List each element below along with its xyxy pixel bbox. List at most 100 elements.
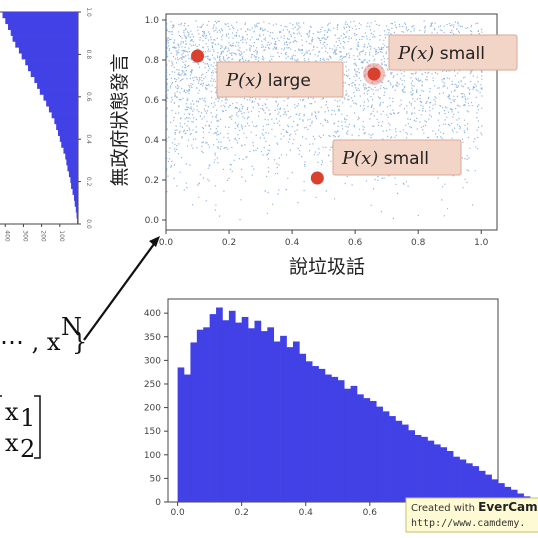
histogram-bar (510, 489, 518, 502)
callout-label-size: small (434, 44, 485, 64)
histogram-bar (241, 316, 249, 502)
histogram-bar (196, 329, 204, 502)
horizontal-histogram-bar (10, 29, 79, 36)
watermark-prefix: Created with (411, 503, 478, 514)
horizontal-histogram-bar (25, 59, 78, 66)
histogram-bar (408, 430, 415, 502)
horizontal-histogram-x-tick-label: 100 (58, 230, 65, 242)
evercam-watermark: Created with EverCam http://www.camdemy. (405, 497, 538, 533)
histogram-bar (485, 474, 492, 502)
scatter-x-tick-label: 0.2 (222, 238, 236, 248)
watermark-box (405, 497, 538, 533)
horizontal-histogram-bars (2, 12, 79, 225)
histogram-bar (228, 310, 236, 502)
horizontal-histogram-bar (66, 159, 78, 166)
histogram-bar (190, 342, 198, 502)
histogram-bar (472, 466, 480, 502)
histogram-bar (337, 380, 345, 502)
callout-label-prob: P(x) (341, 148, 378, 169)
histogram-bar (286, 347, 294, 502)
horizontal-histogram-bar (75, 206, 78, 213)
horizontal-histogram-bar (68, 171, 78, 178)
horizontal-histogram-bar (2, 12, 78, 19)
horizontal-histogram-bar (39, 88, 78, 95)
histogram-bar (184, 374, 191, 502)
histogram-y-tick-label: 400 (144, 309, 161, 319)
vertical-histogram-x-ticks: 0.0 0.2 0.4 0.6 (170, 502, 377, 518)
callout-label-size: small (378, 149, 429, 169)
highlighted-point (367, 67, 381, 81)
horizontal-histogram-bar (48, 106, 78, 113)
horizontal-histogram-bar (74, 194, 78, 201)
horizontal-histogram-bar (43, 94, 78, 101)
horizontal-histogram-y-tick-label: 0.2 (85, 177, 92, 187)
histogram-bar (433, 444, 441, 502)
histogram-bar (440, 447, 448, 502)
histogram-bar (273, 341, 281, 502)
callout-label-prob: P(x) (397, 43, 434, 64)
histogram-bar (363, 398, 371, 502)
histogram-bar (453, 456, 460, 502)
callout-label-size: large (262, 71, 311, 91)
histogram-bar (305, 361, 313, 502)
scatter-plot: 0.0 0.2 0.4 0.6 0.8 1.0 0.0 0.2 0.4 0.6 0.8 1.0 說垃… (109, 13, 518, 278)
histogram-bar (267, 327, 275, 502)
histogram-x-tick-label: 0.2 (235, 508, 249, 518)
set-notation-sup: N (61, 313, 82, 341)
histogram-bar (395, 420, 403, 502)
highlighted-point (310, 171, 324, 185)
horizontal-histogram-bar (59, 135, 78, 142)
histogram-bar (427, 440, 435, 502)
histogram-y-tick-label: 200 (144, 404, 161, 414)
vertical-histogram-bars (177, 307, 537, 502)
histogram-bar (376, 406, 383, 502)
horizontal-histogram-y-tick-label: 0.4 (85, 134, 92, 144)
scatter-y-tick-label: 0.4 (145, 136, 160, 146)
horizontal-histogram-y-tick-label: 1.0 (85, 7, 92, 17)
histogram-bar (235, 322, 242, 502)
histogram-bar (254, 320, 262, 502)
horizontal-histogram-bar (56, 123, 78, 131)
callout-label: P(x) small (341, 148, 429, 169)
histogram-bar (216, 307, 223, 502)
histogram-bar (382, 411, 390, 502)
histogram-bar (312, 366, 319, 502)
scatter-x-tick-label: 0.8 (411, 238, 426, 248)
scatter-x-tick-label: 0.0 (159, 238, 174, 248)
scatter-y-tick-label: 0.0 (145, 216, 160, 226)
histogram-x-tick-label: 0.4 (299, 508, 314, 518)
scatter-y-tick-label: 0.6 (145, 96, 160, 106)
horizontal-histogram-bar (46, 100, 78, 107)
histogram-bar (344, 388, 351, 502)
histogram-bar (280, 335, 287, 502)
histogram-y-tick-label: 50 (150, 474, 162, 484)
histogram-y-tick-label: 150 (144, 427, 161, 437)
vector-right-bracket (34, 395, 41, 459)
histogram-y-tick-label: 250 (144, 380, 161, 390)
callout-label: P(x) large (225, 70, 311, 91)
horizontal-histogram-bar (67, 165, 78, 172)
scatter-y-tick-label: 0.2 (145, 176, 159, 186)
horizontal-histogram-y-tick-label: 0.6 (85, 92, 92, 102)
horizontal-histogram-x-ticks: 100 200 300 400 (3, 224, 65, 242)
highlighted-point (191, 49, 205, 63)
horizontal-histogram-bar (61, 141, 78, 148)
horizontal-histogram-bar (5, 17, 78, 25)
scatter-x-axis-label: 說垃圾話 (289, 256, 365, 278)
horizontal-histogram-y-tick-label: 0.0 (85, 219, 92, 229)
histogram-bar (357, 394, 364, 502)
histogram-x-tick-label: 0.6 (363, 508, 378, 518)
histogram-bar (401, 424, 409, 502)
vertical-histogram: 0.0 0.2 0.4 0.6 0 50 100 150 200 250 300 350 400 (144, 298, 537, 518)
vector-element-x1-sub: 1 (20, 404, 35, 432)
horizontal-histogram-bar (54, 118, 78, 125)
horizontal-histogram-bar (58, 129, 78, 136)
horizontal-histogram-y-tick-label: 0.8 (85, 50, 92, 60)
histogram-bar (331, 376, 339, 502)
horizontal-histogram-bar (72, 188, 78, 195)
histogram-bar (421, 436, 428, 502)
vertical-histogram-y-ticks: 0 50 100 150 200 250 300 350 400 (144, 309, 168, 508)
histogram-y-tick-label: 0 (155, 498, 161, 508)
